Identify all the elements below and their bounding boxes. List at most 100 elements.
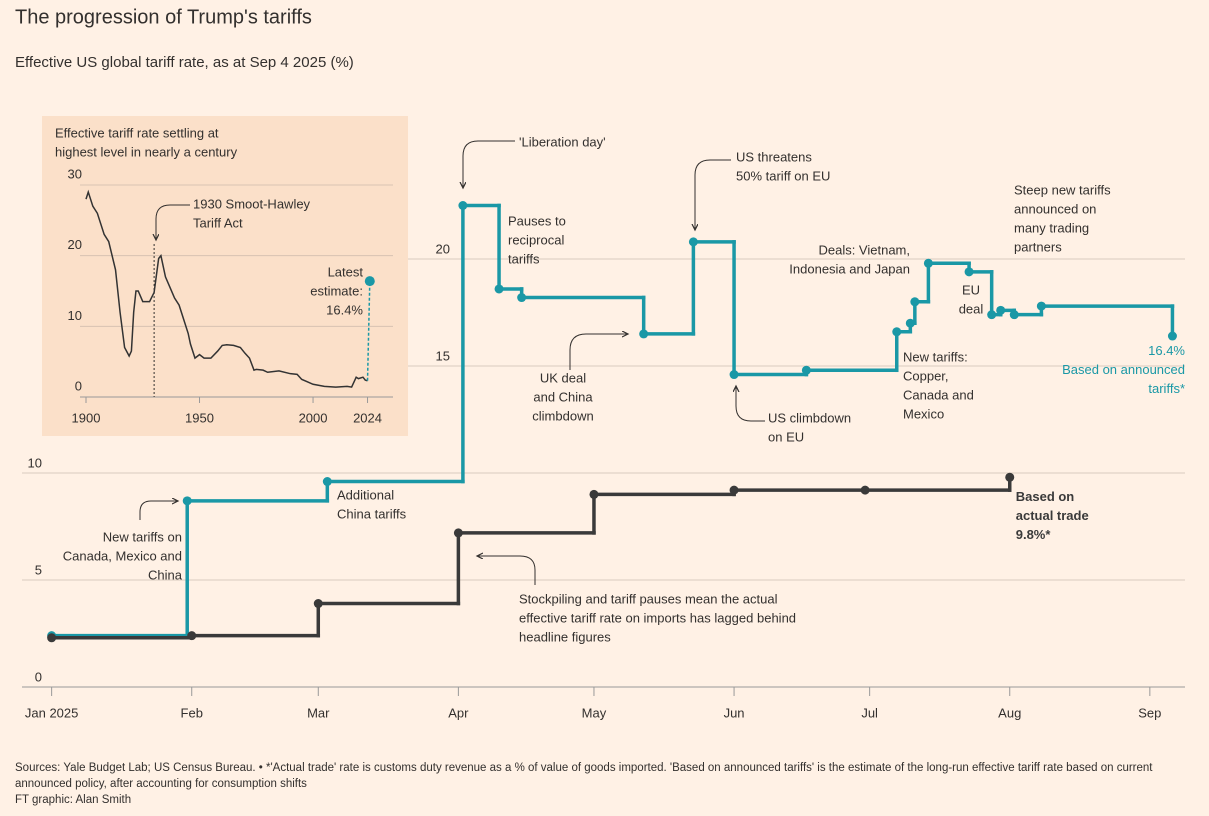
- arrow: [695, 159, 731, 230]
- y-tick-label: 5: [35, 562, 42, 577]
- annotation: China: [148, 567, 183, 582]
- chart-title: The progression of Trump's tariffs: [15, 6, 312, 28]
- inset-line: [85, 189, 368, 388]
- annotation: Indonesia and Japan: [789, 261, 910, 276]
- x-tick-label: Jan 2025: [25, 705, 79, 720]
- annotation: EU: [962, 282, 980, 297]
- latest-label: estimate:: [310, 283, 363, 298]
- inset-title: highest level in nearly a century: [55, 144, 238, 159]
- latest-connector: [366, 281, 371, 381]
- series: [47, 472, 1015, 643]
- point: [1167, 331, 1177, 341]
- annotation: New tariffs on: [103, 529, 182, 544]
- point: [729, 370, 739, 380]
- arrow: [477, 556, 536, 585]
- arrow: [156, 204, 190, 240]
- value-label: 9.8%*: [1015, 527, 1051, 543]
- annotation: climbdown: [532, 408, 593, 423]
- annotation: Mexico: [903, 406, 944, 421]
- x-tick-label: Apr: [448, 705, 469, 720]
- point: [801, 365, 811, 375]
- annotation: Canada and: [903, 387, 974, 402]
- point: [47, 633, 57, 643]
- main-plot: 0 5 10 15 20 Jan 2025 Feb Mar Apr May Jun Jul Aug Sep…: [22, 134, 1185, 720]
- latest-value-label: 16.4%: [326, 302, 363, 317]
- x-tick-label: Jun: [724, 705, 745, 720]
- annotation: and China: [533, 389, 593, 404]
- annotation: tariffs: [508, 251, 540, 266]
- inset-title: Effective tariff rate settling at: [55, 125, 219, 140]
- arrow: [139, 501, 178, 520]
- annotation: US climbdown: [768, 410, 851, 425]
- annotation: 50% tariff on EU: [736, 168, 830, 183]
- point: [987, 310, 997, 320]
- annotation: Deals: Vietnam,: [818, 242, 910, 257]
- annotation: Additional: [337, 487, 394, 502]
- inset-y-tick-label: 30: [68, 166, 82, 181]
- value-label: 16.4%: [1148, 343, 1185, 359]
- point: [187, 631, 197, 641]
- annotation: UK deal: [540, 370, 586, 385]
- latest-label: Latest: [328, 264, 364, 279]
- annotation: Pauses to: [508, 213, 566, 228]
- x-tick-label: Sep: [1138, 705, 1161, 720]
- arrows: [139, 140, 765, 585]
- point: [1036, 301, 1046, 311]
- y-tick-label: 10: [28, 455, 42, 470]
- inset-panel: [42, 116, 408, 436]
- x-tick-label: Mar: [307, 705, 330, 720]
- point: [1009, 310, 1019, 320]
- point: [182, 496, 192, 506]
- point: [589, 489, 599, 499]
- inset-x-tick-label: 2000: [299, 410, 328, 425]
- x-tick-label: Feb: [181, 705, 203, 720]
- annotation: Copper,: [903, 368, 949, 383]
- arrow: [736, 386, 765, 422]
- y-tick-label: 20: [436, 241, 450, 256]
- point: [892, 327, 902, 337]
- annotation: Tariff Act: [193, 215, 243, 230]
- annotation: effective tariff rate on imports has lag…: [519, 610, 796, 625]
- inset-plot: Effective tariff rate settling at highest…: [55, 125, 393, 425]
- x-tick-label: Aug: [998, 705, 1021, 720]
- point: [905, 318, 915, 328]
- point: [322, 477, 332, 487]
- x-tick-label: May: [582, 705, 607, 720]
- annotation: deal: [959, 301, 984, 316]
- y-tick-label: 15: [436, 348, 450, 363]
- x-tick-label: Jul: [861, 705, 878, 720]
- point: [639, 329, 649, 339]
- annotation: headline figures: [519, 629, 611, 644]
- annotation: New tariffs:: [903, 349, 968, 364]
- annotation: China tariffs: [337, 506, 407, 521]
- point: [964, 267, 974, 277]
- annotation: reciprocal: [508, 232, 564, 247]
- point: [517, 293, 527, 303]
- annotation: Steep new tariffs: [1014, 182, 1111, 197]
- annotation: on EU: [768, 429, 804, 444]
- credit: FT graphic: Alan Smith: [15, 794, 132, 806]
- series-label: Based on actual trade: [1015, 489, 1089, 524]
- inset-y-tick-label: 20: [68, 237, 82, 252]
- point: [313, 599, 323, 609]
- annotation: Canada, Mexico and: [63, 548, 182, 563]
- point: [860, 485, 870, 495]
- annotation: US threatens: [736, 149, 812, 164]
- point: [910, 297, 920, 307]
- arrow: [569, 334, 628, 370]
- annotation: many trading: [1014, 220, 1089, 235]
- point: [1005, 472, 1015, 482]
- point: [729, 485, 739, 495]
- point: [688, 237, 698, 247]
- point: [453, 528, 463, 538]
- series: [47, 201, 1177, 641]
- latest-point: [364, 276, 375, 287]
- point: [494, 284, 504, 294]
- y-tick-label: 0: [35, 669, 42, 684]
- inset-x-tick-label: 1900: [72, 410, 101, 425]
- sources-note: Sources: Yale Budget Lab; US Census Bure…: [15, 762, 1153, 790]
- annotation: partners: [1014, 239, 1062, 254]
- annotation: announced on: [1014, 201, 1096, 216]
